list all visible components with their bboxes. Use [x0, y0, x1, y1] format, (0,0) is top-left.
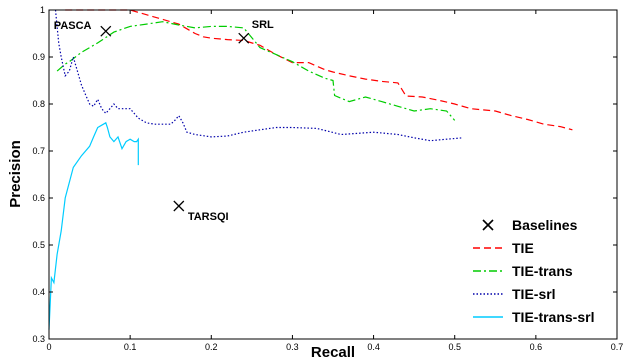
x-tick-label: 0.6: [530, 342, 543, 352]
x-tick-label: 0.3: [286, 342, 299, 352]
x-tick-label: 0: [46, 342, 51, 352]
y-tick-label: 1: [40, 5, 45, 15]
legend-marker: [482, 219, 494, 231]
y-axis-title: Precision: [7, 140, 24, 208]
series-layer: [48, 9, 573, 330]
series-line-tie-srl: [54, 9, 463, 142]
legend-label: Baselines: [512, 217, 578, 233]
legend-entry: TIE-srl: [473, 286, 556, 302]
plot-frame: [48, 9, 618, 340]
series-line-tie-trans: [56, 21, 456, 121]
legend-entry: TIE-trans-srl: [473, 309, 594, 325]
series-line-tie-trans-srl: [48, 121, 139, 330]
baseline-label-tarsqi: TARSQI: [188, 211, 229, 223]
y-tick-label: 0.6: [32, 193, 45, 203]
x-axis-ticks: 0 0.1 0.2 0.3 0.4 0.5 0.6 0.7: [46, 10, 623, 352]
x-tick-label: 0.7: [611, 342, 624, 352]
legend-entry: TIE: [473, 240, 534, 256]
y-tick-label: 0.5: [32, 240, 45, 250]
y-tick-label: 0.7: [32, 146, 45, 156]
y-tick-label: 0.4: [32, 287, 45, 297]
legend-entry: TIE-trans: [473, 263, 573, 279]
series-line-tie: [65, 9, 573, 131]
baseline-marker-tarsqi: [173, 200, 185, 212]
legend-label: TIE-srl: [512, 286, 556, 302]
y-tick-label: 0.9: [32, 52, 45, 62]
legend-entry: Baselines: [482, 217, 578, 233]
baseline-layer: PASCA SRL TARSQI: [54, 19, 274, 223]
legend: Baselines TIE TIE-trans TIE-srl TIE-trans-sr…: [473, 217, 594, 325]
legend-label: TIE: [512, 240, 534, 256]
y-tick-label: 0.3: [32, 334, 45, 344]
x-tick-label: 0.4: [367, 342, 380, 352]
x-axis-title: Recall: [311, 344, 355, 360]
baseline-marker-srl: [238, 32, 250, 44]
plot-background: [49, 10, 617, 339]
baseline-marker-pasca: [100, 25, 112, 37]
x-tick-label: 0.2: [205, 342, 218, 352]
baseline-label-srl: SRL: [252, 19, 274, 31]
x-tick-label: 0.1: [124, 342, 137, 352]
y-axis-ticks: 0.3 0.4 0.5 0.6 0.7 0.8 0.9 1: [32, 5, 617, 344]
y-tick-label: 0.8: [32, 99, 45, 109]
legend-label: TIE-trans: [512, 263, 573, 279]
legend-label: TIE-trans-srl: [512, 309, 594, 325]
baseline-label-pasca: PASCA: [54, 20, 92, 32]
x-tick-label: 0.5: [448, 342, 461, 352]
